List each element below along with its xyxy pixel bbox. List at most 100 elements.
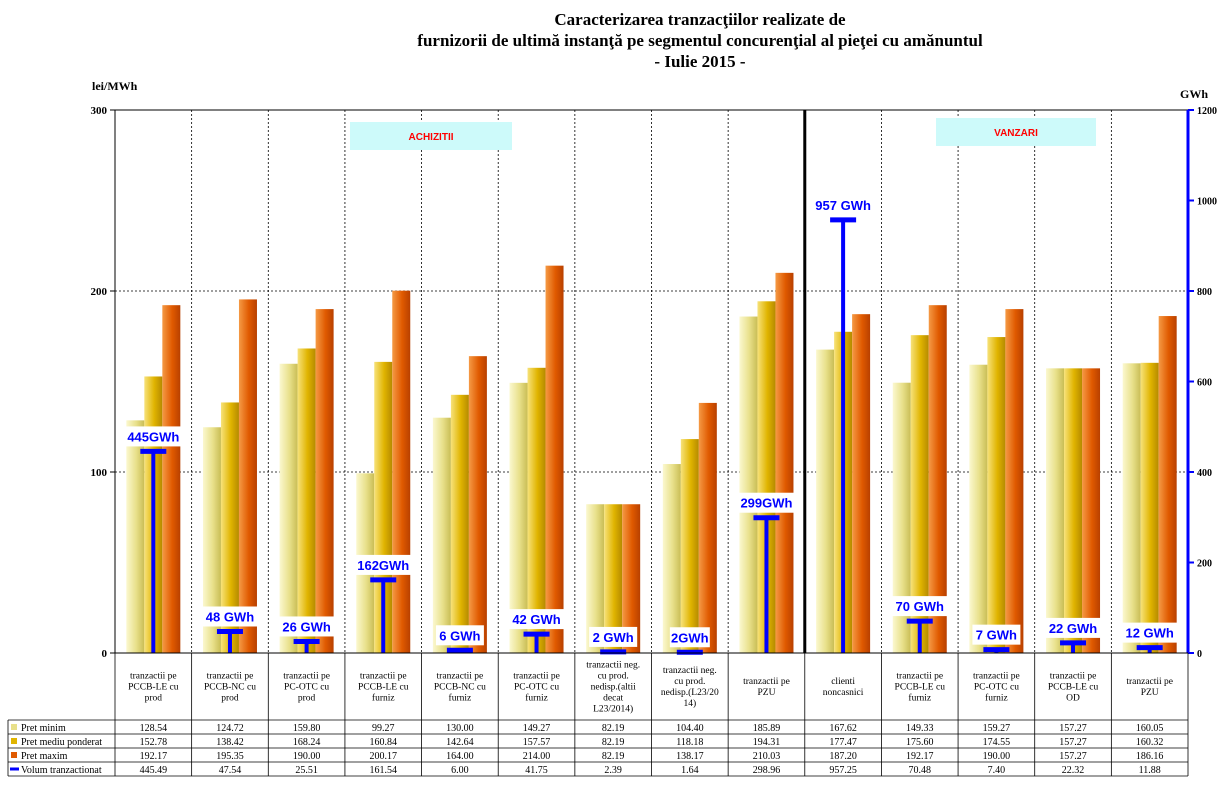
volume-label-bg [278,616,335,637]
volume-label: 12 GWh [1125,626,1173,641]
category-label: nedisp.(L23/20 [661,687,719,698]
volume-label: 2 GWh [593,630,634,645]
category-label: PCCB-NC cu [204,683,256,693]
table-cell: 142.64 [446,737,474,748]
category-label: PC-OTC cu [974,683,1019,693]
legend-label: Volum tranzactionat [21,765,102,776]
table-cell: 167.62 [829,723,857,734]
category-label: PC-OTC cu [514,683,559,693]
table-cell: 168.24 [293,737,321,748]
bar [202,427,221,653]
category-label: tranzactii pe [1050,672,1097,682]
section-label-box [936,118,1096,146]
bar [1005,309,1024,653]
table-cell: 99.27 [372,723,395,734]
bar [545,265,564,653]
table-cell: 957.25 [829,765,857,776]
bar [1140,362,1159,653]
volume-label-bg [738,492,795,513]
y2-tick-label: 1200 [1197,106,1217,117]
table-cell: 124.72 [216,723,244,734]
legend-label: Pret minim [21,723,66,734]
volume-label-bg [1121,622,1178,643]
chart-title: Caracterizarea tranzacţiilor realizate d… [554,10,846,29]
volume-label-bg [355,554,412,575]
table-cell: 190.00 [293,751,321,762]
y2-tick-label: 200 [1197,559,1212,570]
bars [126,265,1177,653]
category-label: noncasnici [823,688,864,698]
bar [392,290,411,653]
volume-label: 22 GWh [1049,621,1097,636]
category-label: furniz [525,693,548,704]
table-cell: 157.27 [1059,737,1087,748]
table-cell: 130.00 [446,723,474,734]
category-label: tranzactii pe [1126,677,1173,687]
table-cell: 160.84 [370,737,398,748]
section-label-box [350,122,512,150]
category-label: tranzactii pe [743,677,790,687]
y-axis-title: lei/MWh [92,79,138,93]
table-cell: 70.48 [909,765,932,776]
table-cell: 192.17 [140,751,168,762]
table-cell: 186.16 [1136,751,1164,762]
table-cell: 174.55 [983,737,1011,748]
bar [662,464,681,653]
category-label: cu prod. [598,672,629,682]
bar [698,402,717,653]
bar [468,356,487,653]
category-label: PZU [1141,688,1159,698]
volume-label: 70 GWh [896,599,944,614]
table-cell: 445.49 [140,765,168,776]
bar [279,363,298,653]
bar [928,305,947,653]
category-label: tranzactii pe [513,672,560,682]
table-cell: 149.27 [523,723,551,734]
bar [1064,368,1083,653]
category-label: furniz [449,693,472,704]
table-cell: 190.00 [983,751,1011,762]
volume-label-bg [891,596,948,617]
section-label: VANZARI [994,128,1038,139]
volume-label-bg [201,606,258,627]
category-label: clienti [831,677,855,687]
bar [987,337,1006,653]
table-cell: 160.32 [1136,737,1164,748]
bar [1158,316,1177,653]
bar [739,316,758,653]
bar [910,335,929,653]
y2-tick-label: 600 [1197,378,1212,389]
table-cell: 118.18 [676,737,703,748]
category-label: tranzactii pe [437,672,484,682]
table-cell: 104.40 [676,723,704,734]
volume-label-bg [508,609,565,630]
table-cell: 177.47 [829,737,857,748]
legend-swatch [11,738,17,744]
volume-label: 445GWh [127,429,179,444]
table-cell: 175.60 [906,737,934,748]
bar [604,504,623,653]
volume-label-bg [125,426,182,447]
volume-label: 26 GWh [282,619,330,634]
category-label: prod [298,694,316,704]
table-cell: 192.17 [906,751,934,762]
y2-tick-label: 400 [1197,468,1212,479]
volume-label: 7 GWh [976,628,1017,643]
table-cell: 138.42 [216,737,244,748]
category-label: 14) [683,698,696,709]
bar [892,382,911,653]
volume-label: 42 GWh [512,612,560,627]
bar [816,349,835,653]
volume-label: 6 GWh [439,628,480,643]
volume-label-bg [669,627,710,648]
table-cell: 7.40 [988,765,1006,776]
category-label: nedisp.(altii [591,682,636,693]
category-label: PCCB-NC cu [434,683,486,693]
table-cell: 82.19 [602,737,625,748]
category-label: PCCB-LE cu [1048,683,1099,693]
bar [126,420,145,653]
chart-subtitle: furnizorii de ultimă instanţă pe segment… [417,31,983,50]
volume-label-bg [1045,617,1102,638]
category-label: furniz [372,693,395,704]
y2-tick-label: 0 [1197,649,1202,660]
